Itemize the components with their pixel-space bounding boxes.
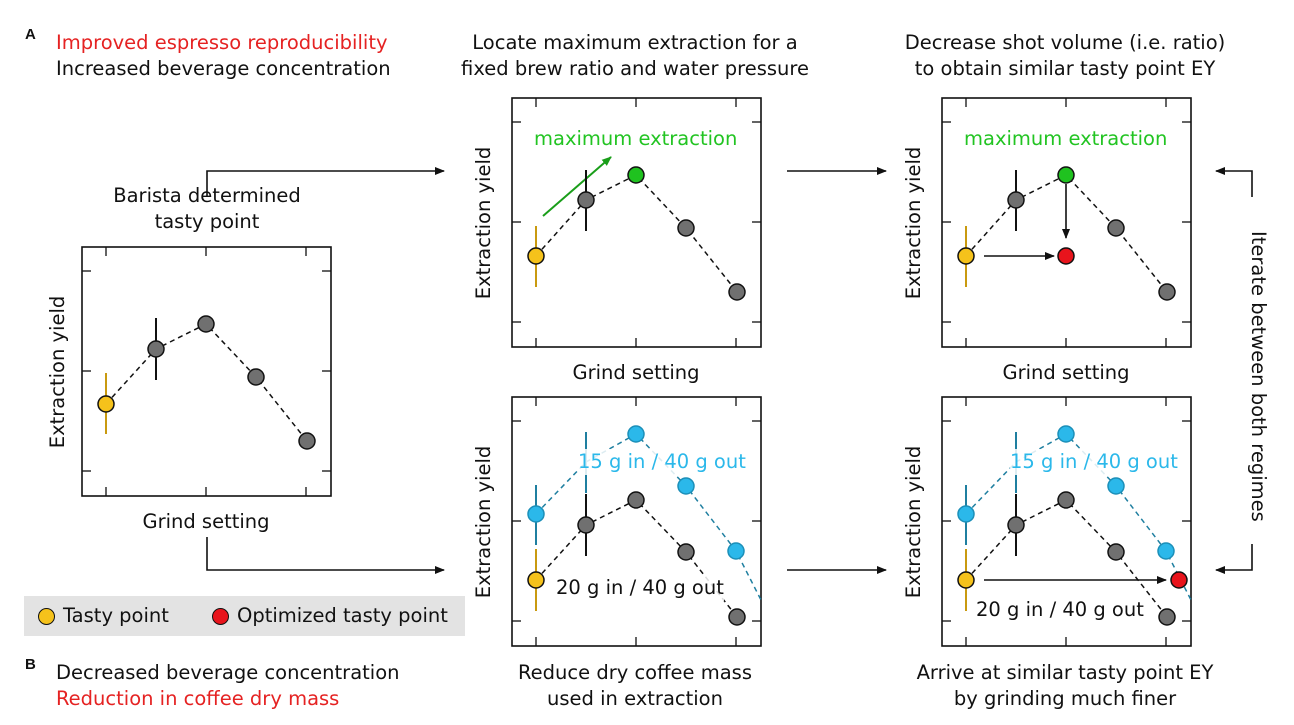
section-b-line1: Decreased beverage concentration [56,661,400,684]
plot-left [81,246,332,497]
plot-bottom-middle [511,396,762,647]
ratio-15-label-right: 15 g in / 40 g out [1010,449,1178,475]
decrease-title-1: Decrease shot volume (i.e. ratio) [904,31,1226,54]
arrive-title-2: by grinding much finer [953,687,1177,710]
arrow-iterate-top [1215,167,1253,197]
optimized-point-top [1057,247,1075,265]
xlabel-top-middle: Grind setting [572,361,700,384]
optimized-point-bottom [1170,571,1188,589]
max-extraction-label-right: maximum extraction [964,127,1168,150]
plot-left-point-2 [147,340,165,358]
arrive-title-1: Arrive at similar tasty point EY [916,661,1214,684]
legend-optimized-label: Optimized tasty point [237,604,448,627]
max-extraction-label-middle: maximum extraction [534,127,738,150]
section-b-line2: Reduction in coffee dry mass [56,687,340,710]
plot-top-middle [511,97,762,348]
legend-tasty-dot [38,607,55,625]
ratio-15-label-middle: 15 g in / 40 g out [578,449,746,475]
plot-left-tasty-point [97,395,115,413]
legend-optimized: Optimized tasty point [212,604,448,628]
plot-left-curve [105,323,308,442]
arrow-barista-to-locate [206,167,445,197]
section-a-line1: Improved espresso reproducibility [56,31,388,54]
arrow-left-to-reduce [206,537,445,574]
decrease-title-2: to obtain similar tasty point EY [914,57,1216,80]
ratio-20-label-right: 20 g in / 40 g out [976,597,1144,623]
plot-left-ticks [82,247,331,496]
panel-label-b: B [25,656,36,673]
max-extraction-point [627,166,645,184]
tasty-point [527,247,545,265]
plot-left-point-4 [247,368,265,386]
xlabel-left: Grind setting [142,510,270,533]
reduce-title-1: Reduce dry coffee mass [518,661,752,684]
flow-arrows [206,167,1253,574]
arrow-iterate-bottom [1215,544,1253,574]
reduce-title-2: used in extraction [547,687,723,710]
legend-optimized-dot [212,607,229,625]
plot-top-right [941,97,1192,348]
green-trend-arrow [542,156,612,217]
locate-title-2: fixed brew ratio and water pressure [461,57,809,80]
panel-label-a: A [25,26,36,43]
legend-tasty-label: Tasty point [63,604,169,627]
ratio-20-label-middle: 20 g in / 40 g out [556,575,724,601]
plot-left-frame [81,246,332,497]
plot-left-point-3 [197,315,215,333]
xlabel-top-right: Grind setting [1002,361,1130,384]
barista-title-2: tasty point [154,210,260,233]
section-a-line2: Increased beverage concentration [56,57,391,80]
plot-left-point-5 [298,432,316,450]
locate-title-1: Locate maximum extraction for a [472,31,798,54]
legend-tasty: Tasty point [38,604,169,628]
legend: Tasty point Optimized tasty point [24,596,465,636]
